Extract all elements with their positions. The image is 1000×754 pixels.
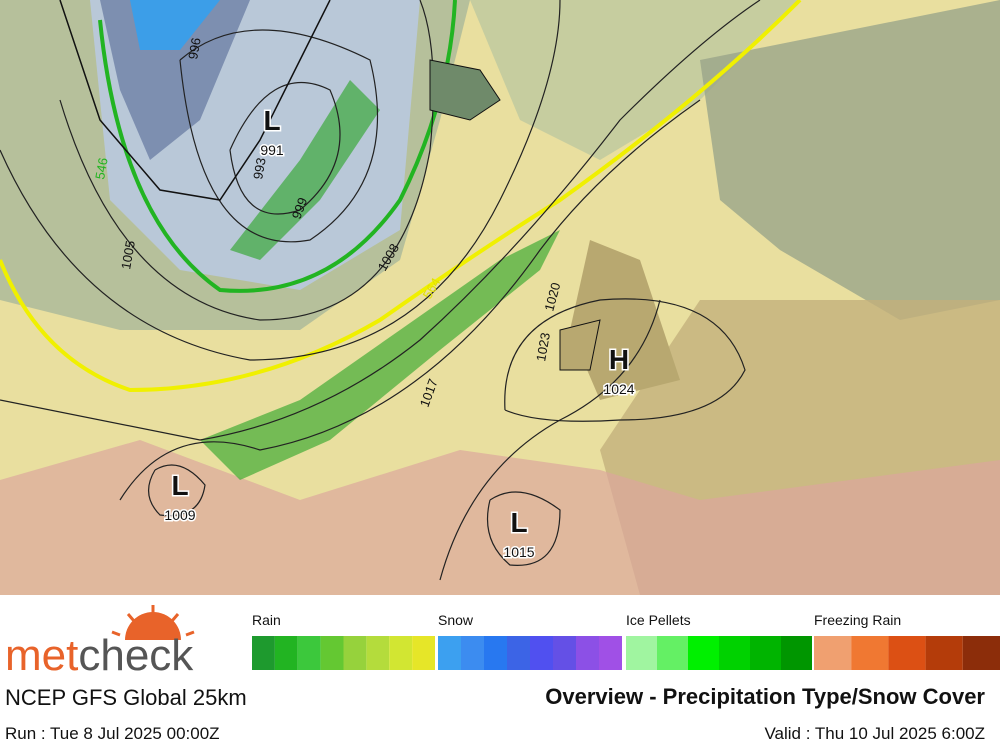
legend-swatch	[366, 636, 390, 670]
chart-title: Overview - Precipitation Type/Snow Cover	[545, 684, 985, 709]
legend-swatch	[925, 636, 963, 670]
legend-swatch	[657, 636, 688, 670]
logo-text: check	[78, 631, 194, 680]
footer: metcheck NCEP GFS Global 25km Run : Tue …	[5, 605, 1000, 743]
legend-swatch	[461, 636, 484, 670]
legend-swatch	[814, 636, 852, 670]
legend-label: Rain	[252, 612, 281, 628]
pressure-value: 1009	[164, 507, 195, 523]
pressure-value: 1024	[603, 381, 634, 397]
legend-swatch	[626, 636, 657, 670]
coastline	[59, 0, 331, 201]
legend-label: Snow	[438, 612, 474, 628]
thickness-label: 546	[92, 157, 111, 181]
pressure-symbol: L	[263, 105, 280, 136]
isobar-label: 1020	[541, 281, 563, 313]
legend: Rain Snow Ice Pellets Freezing Rain	[252, 612, 1000, 670]
isobar	[119, 99, 701, 501]
legend-swatch	[688, 636, 719, 670]
legend-swatch	[888, 636, 926, 670]
legend-swatch	[320, 636, 344, 670]
isobar	[0, 0, 561, 361]
legend-swatch	[297, 636, 321, 670]
legend-swatch	[389, 636, 413, 670]
legend-swatch	[962, 636, 1000, 670]
pressure-symbol: L	[171, 470, 188, 501]
britain	[570, 240, 680, 400]
logo: metcheck	[5, 631, 194, 680]
legend-swatch	[750, 636, 781, 670]
legend-swatch	[438, 636, 461, 670]
iceland	[429, 59, 501, 121]
legend-swatch	[343, 636, 367, 670]
map: 996 993 999 1005 1008 1017 1020 1023 564…	[0, 0, 1000, 595]
legend-label: Ice Pellets	[626, 612, 691, 628]
isobar	[148, 464, 206, 517]
legend-swatch	[851, 636, 889, 670]
logo-sun	[111, 605, 195, 640]
legend-swatch	[553, 636, 576, 670]
warm-zone	[0, 440, 1000, 595]
rain-band	[230, 80, 380, 260]
legend-swatch	[484, 636, 507, 670]
pressure-value: 991	[260, 142, 284, 158]
isobar	[504, 298, 746, 422]
isobar	[486, 491, 561, 566]
legend-swatch	[507, 636, 530, 670]
valid-time: Valid : Thu 10 Jul 2025 6:00Z	[764, 724, 985, 743]
legend-label: Freezing Rain	[814, 612, 901, 628]
run-time: Run : Tue 8 Jul 2025 00:00Z	[5, 724, 220, 743]
scandinavia	[700, 0, 1000, 320]
pressure-symbol: L	[510, 507, 527, 538]
isobar-label: 993	[250, 157, 269, 181]
legend-swatch	[599, 636, 622, 670]
thickness-line	[0, 0, 802, 393]
legend-swatch	[252, 636, 275, 670]
legend-swatch	[719, 636, 750, 670]
model-name: NCEP GFS Global 25km	[5, 685, 247, 710]
logo-text: met	[5, 631, 78, 680]
pressure-symbol: H	[609, 344, 629, 375]
isobar-label: 999	[289, 196, 311, 222]
north-sea-zone	[470, 0, 800, 160]
isobar-label: 1023	[533, 331, 553, 362]
isobar-label: 996	[185, 37, 204, 61]
legend-swatch	[530, 636, 553, 670]
ireland	[559, 319, 601, 371]
isobar	[0, 0, 761, 441]
pressure-value: 1015	[503, 544, 534, 560]
isobar-label: 1005	[118, 239, 138, 270]
isobar	[179, 29, 379, 243]
legend-swatch	[576, 636, 599, 670]
legend-swatch	[274, 636, 298, 670]
legend-swatch	[781, 636, 812, 670]
isobar	[229, 81, 341, 215]
legend-swatch	[412, 636, 435, 670]
isobar	[439, 299, 661, 581]
snow-area	[130, 0, 220, 50]
